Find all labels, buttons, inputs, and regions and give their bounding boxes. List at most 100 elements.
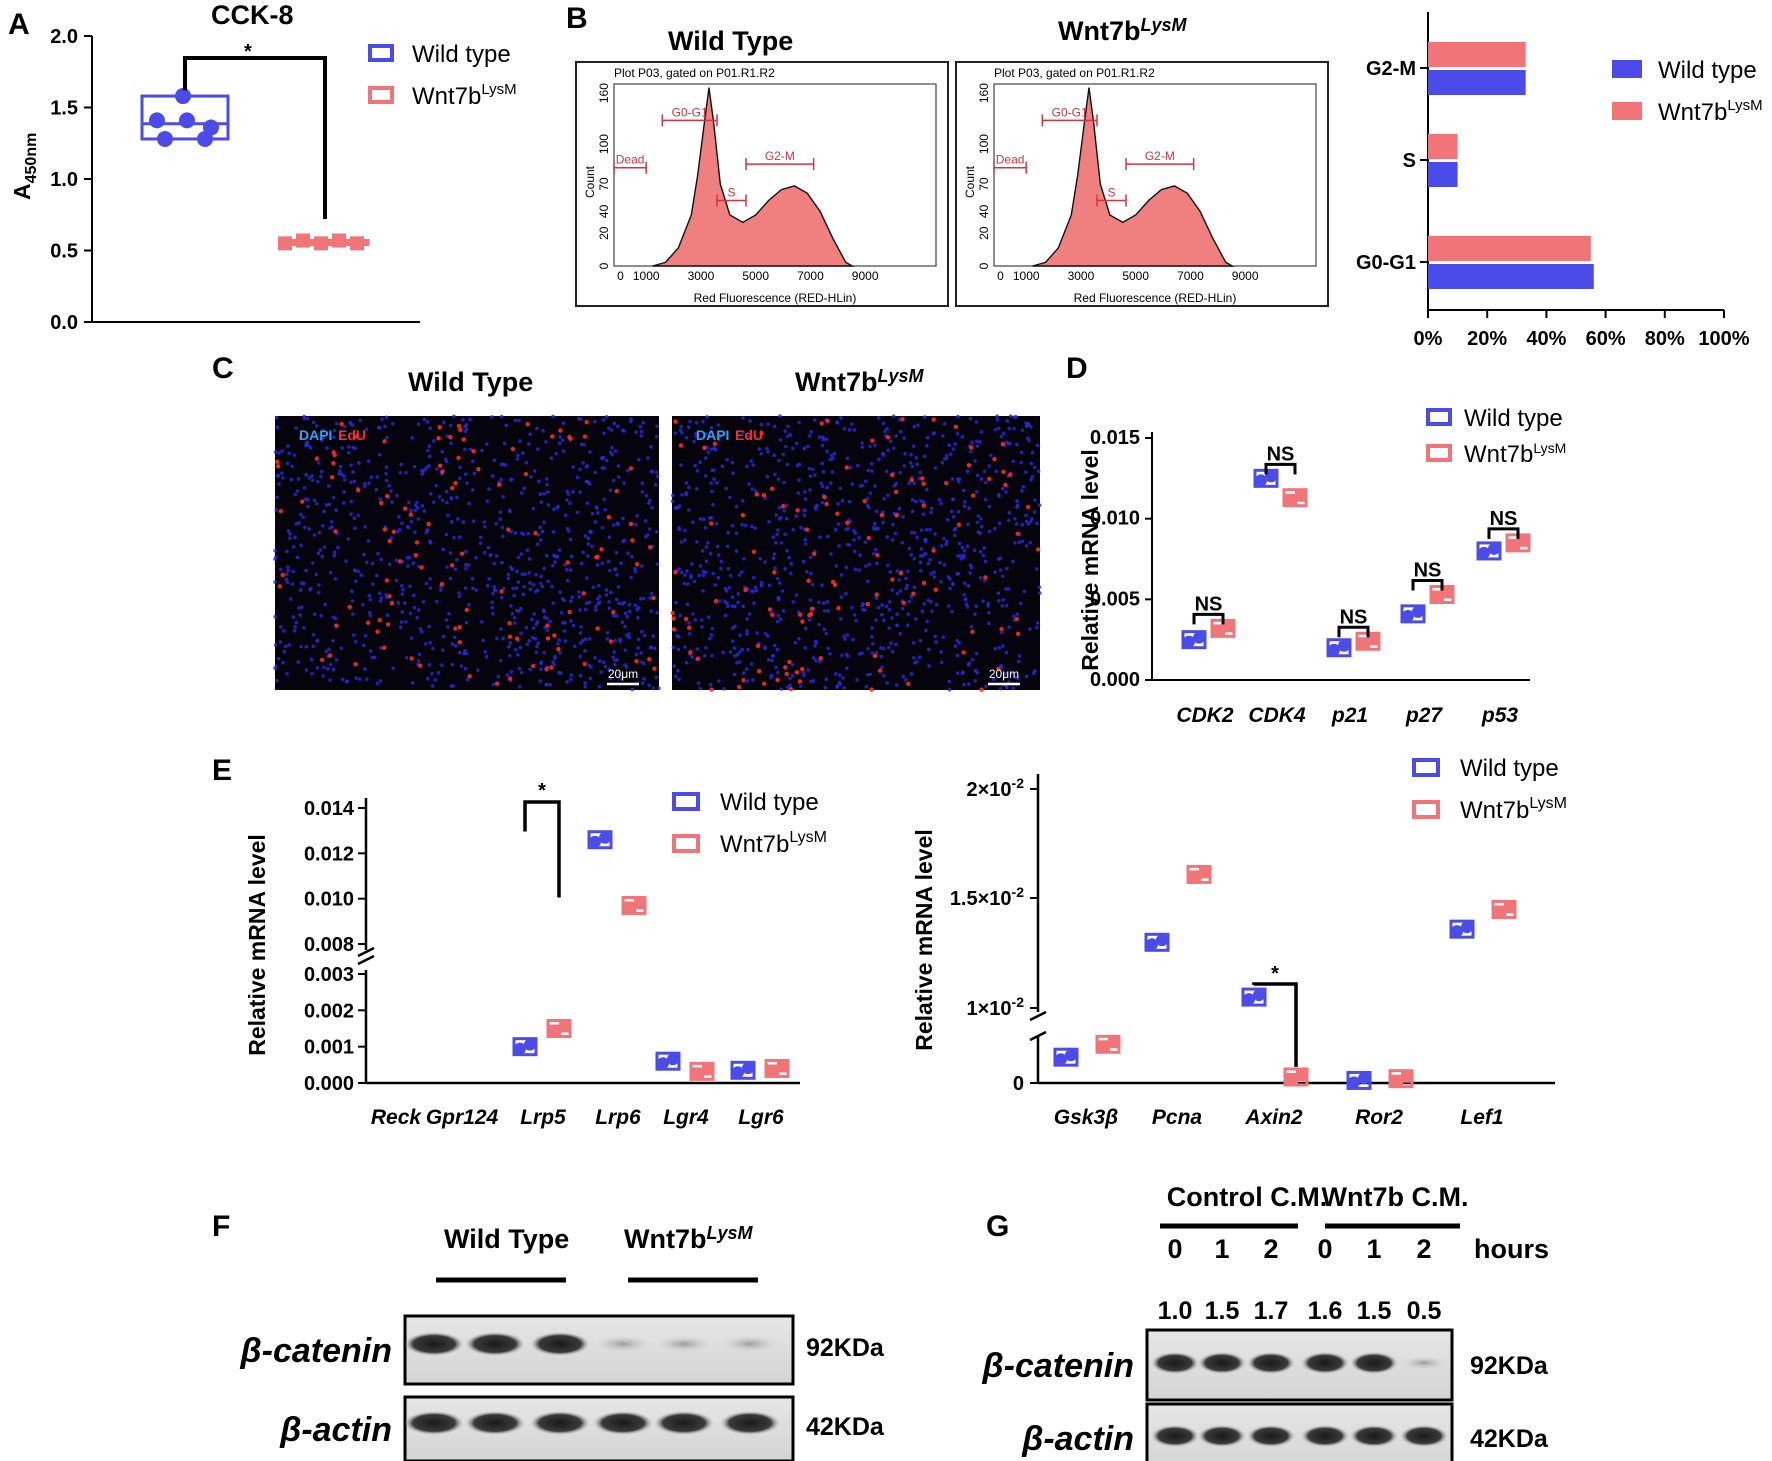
dapi-nucleus [367,593,372,598]
chart-d-sig-bracket [1487,527,1520,539]
dapi-nucleus [322,665,326,670]
chart-e-right-point [1189,870,1201,883]
dapi-nucleus [839,416,843,420]
dapi-nucleus [640,681,645,685]
panel-label-c: C [212,352,234,385]
dapi-nucleus [839,573,844,577]
dapi-nucleus [751,575,756,580]
dapi-nucleus [961,488,966,493]
dapi-nucleus [704,456,708,460]
dapi-nucleus [376,551,380,556]
dapi-nucleus [840,499,845,503]
dapi-nucleus [895,623,899,628]
dapi-nucleus [568,537,573,542]
dapi-nucleus [736,600,740,605]
image-title-wnt7b: Wnt7bLysM [795,366,925,397]
dapi-nucleus [773,472,777,477]
dapi-nucleus [993,570,997,575]
dapi-nucleus [560,621,565,625]
dapi-nucleus [384,593,389,597]
dapi-nucleus [721,650,726,655]
dapi-nucleus [600,466,605,470]
dapi-nucleus [839,617,843,621]
chart-e-right-sig-bracket [1252,982,1298,1067]
dapi-nucleus [808,555,813,560]
dapi-nucleus [636,457,641,462]
dapi-nucleus [387,562,392,567]
flow-gate-label: G2-M [765,149,795,163]
dapi-nucleus [312,498,317,503]
edu-nucleus [300,499,305,504]
edu-nucleus [457,640,462,645]
dapi-nucleus [691,612,695,616]
edu-nucleus [824,501,829,507]
chart-e-right-point [1108,1036,1120,1049]
chart-d-point [1255,474,1267,487]
dapi-nucleus [457,591,461,595]
dapi-nucleus [726,544,730,549]
dapi-nucleus [803,490,807,494]
legend-e-left-wild-type-swatch [672,792,700,811]
dapi-nucleus [948,577,952,581]
dapi-nucleus [598,659,602,663]
dapi-nucleus [962,592,966,597]
dapi-nucleus [966,584,971,588]
dapi-nucleus [344,559,348,563]
dapi-nucleus [939,660,944,665]
dapi-nucleus [1015,442,1019,447]
dapi-nucleus [796,491,801,495]
scale-bar-label: 20μm [608,667,638,681]
chart-d-point [1295,489,1307,502]
dapi-nucleus [732,646,737,650]
dapi-nucleus [601,418,606,422]
dapi-nucleus [655,424,659,429]
dapi-nucleus [587,482,592,486]
dapi-nucleus [304,668,309,672]
dapi-nucleus [919,554,923,558]
dapi-nucleus [401,587,405,592]
blot-g-band [1198,1352,1246,1374]
dapi-nucleus [873,443,877,448]
chart-d-point [1508,538,1520,551]
dapi-nucleus [694,431,698,436]
edu-nucleus [933,587,938,592]
chart-d-point [1193,631,1205,644]
dapi-nucleus [919,499,923,503]
dapi-nucleus [684,492,688,497]
dapi-nucleus [531,506,536,511]
edu-nucleus [921,503,927,508]
edu-nucleus [397,559,403,564]
dapi-nucleus [577,590,581,594]
dapi-nucleus [556,504,561,509]
dapi-nucleus [803,646,808,650]
dapi-nucleus [479,619,484,624]
dapi-nucleus [885,535,889,539]
dapi-nucleus [731,471,735,475]
dapi-nucleus [750,524,754,529]
dapi-nucleus [423,467,427,472]
chart-a-point [296,233,310,248]
dapi-nucleus [909,452,914,457]
dapi-nucleus [623,624,627,629]
dapi-nucleus [996,557,1001,561]
dapi-nucleus [698,517,703,521]
dapi-nucleus [328,571,333,575]
dapi-nucleus [610,445,614,450]
edu-nucleus [772,570,777,575]
dapi-nucleus [585,501,590,505]
dapi-nucleus [581,550,586,555]
edu-nucleus [755,643,761,649]
dapi-nucleus [882,496,886,501]
dapi-nucleus [416,422,421,426]
dapi-nucleus [655,610,660,615]
dapi-nucleus [828,481,833,485]
dapi-nucleus [730,595,735,599]
edu-nucleus [354,434,359,439]
edu-nucleus [510,446,516,452]
dapi-nucleus [593,608,598,612]
dapi-nucleus [776,613,780,618]
dapi-nucleus [904,678,908,682]
dapi-nucleus [887,600,892,604]
dapi-nucleus [304,645,309,649]
dapi-nucleus [734,531,739,536]
